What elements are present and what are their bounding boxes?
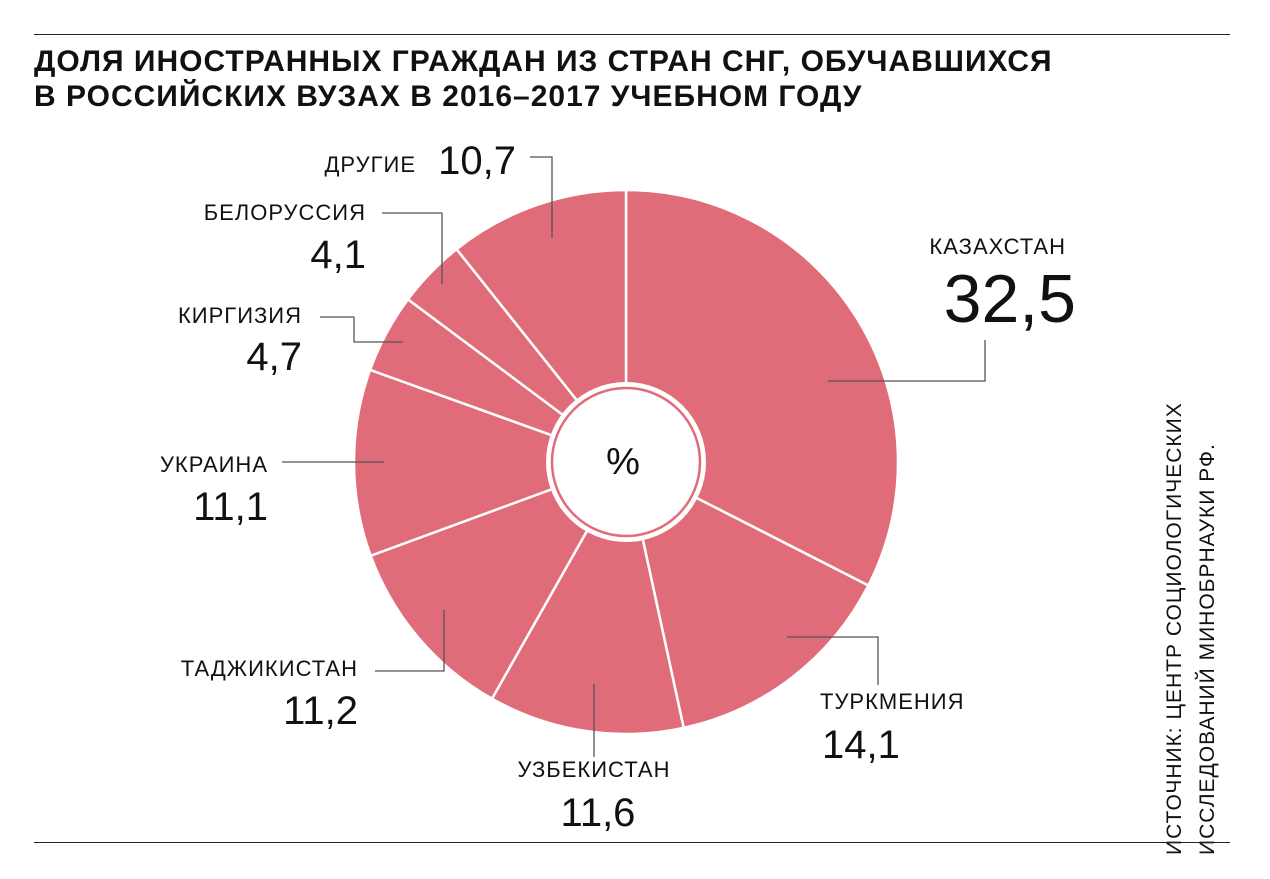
slice-name-turkmenia: ТУРКМЕНИЯ [820, 689, 965, 714]
chart-title-line-1: ДОЛЯ ИНОСТРАННЫХ ГРАЖДАН ИЗ СТРАН СНГ, О… [34, 45, 1053, 78]
donut-inner-ring [550, 386, 702, 538]
leader-line-kazakhstan [828, 340, 986, 382]
top-rule [34, 34, 1230, 35]
leader-lines [282, 156, 986, 757]
pie-slice-other [455, 188, 628, 464]
slice-value-tajikistan: 11,2 [283, 689, 358, 733]
percent-unit-label: % [606, 441, 640, 483]
slice-name-tajikistan: ТАДЖИКИСТАН [181, 656, 358, 681]
leader-line-other [530, 156, 553, 238]
source-note: ИСТОЧНИК: ЦЕНТР СОЦИОЛОГИЧЕСКИХ ИССЛЕДОВ… [1158, 315, 1228, 855]
donut-hole [546, 382, 706, 542]
leader-line-belarus [382, 212, 443, 284]
source-line-2: ИССЛЕДОВАНИЙ МИНОБРНАУКИ РФ. [1196, 443, 1219, 855]
pie-slice-turkmenia [624, 460, 870, 730]
pie-slices [352, 188, 900, 736]
slice-value-uzbekistan: 11,6 [561, 791, 636, 835]
slice-name-ukraine: УКРАИНА [160, 452, 268, 477]
slice-value-ukraine: 11,1 [193, 485, 268, 529]
chart-title-line-2: В РОССИЙСКИХ ВУЗАХ В 2016–2017 УЧЕБНОМ Г… [34, 80, 863, 113]
chart-title: ДОЛЯ ИНОСТРАННЫХ ГРАЖДАН ИЗ СТРАН СНГ, О… [34, 44, 1214, 114]
leader-line-turkmenia [787, 636, 879, 685]
pie-slice-tajikistan [369, 460, 628, 700]
slice-name-uzbekistan: УЗБЕКИСТАН [518, 757, 671, 782]
slice-name-belarus: БЕЛОРУССИЯ [204, 200, 366, 225]
slice-value-other: 10,7 [438, 139, 516, 183]
slice-name-kyrgyzstan: КИРГИЗИЯ [178, 303, 302, 328]
source-line-1: ИСТОЧНИК: ЦЕНТР СОЦИОЛОГИЧЕСКИХ [1163, 402, 1186, 855]
leader-line-tajikistan [375, 610, 445, 672]
slice-name-other: ДРУГИЕ [325, 152, 416, 177]
slice-value-turkmenia: 14,1 [822, 723, 900, 767]
pie-slice-ukraine [352, 368, 628, 557]
slice-value-kazakhstan: 32,5 [944, 261, 1076, 337]
bottom-rule [34, 842, 1230, 843]
slice-name-kazakhstan: КАЗАХСТАН [929, 234, 1066, 259]
leader-line-kyrgyzstan [320, 316, 403, 343]
slice-value-kyrgyzstan: 4,7 [246, 335, 302, 379]
slice-value-belarus: 4,1 [310, 233, 366, 277]
